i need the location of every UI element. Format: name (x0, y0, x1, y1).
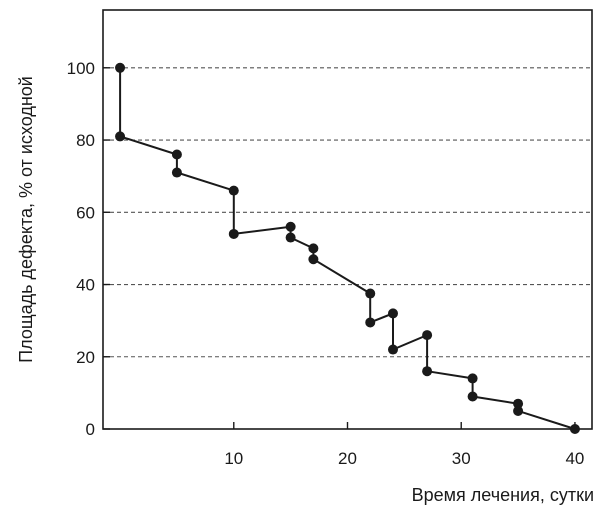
data-point (467, 373, 478, 384)
series-line (119, 67, 576, 430)
data-point (171, 149, 182, 160)
data-point (387, 344, 398, 355)
y-tick-label: 0 (86, 420, 95, 439)
data-point (115, 131, 126, 142)
data-point (387, 308, 398, 319)
data-point (365, 288, 376, 299)
data-point (285, 221, 296, 232)
y-tick-label: 60 (76, 203, 95, 222)
data-point (115, 62, 126, 73)
y-axis-title: Площадь дефекта, % от исходной (16, 76, 36, 363)
axis-ticks: 0 20 40 60 80 100 10 20 30 40 (67, 59, 585, 468)
x-tick-label: 20 (338, 449, 357, 468)
y-tick-label: 100 (67, 59, 95, 78)
data-point (467, 391, 478, 402)
x-tick-label: 30 (452, 449, 471, 468)
x-tick-label: 10 (224, 449, 243, 468)
data-point (308, 254, 319, 265)
data-point (228, 228, 239, 239)
data-point (422, 330, 433, 341)
data-point (228, 185, 239, 196)
data-point (513, 398, 524, 409)
x-tick-label: 40 (565, 449, 584, 468)
series-layer (115, 62, 580, 434)
data-point (171, 167, 182, 178)
y-tick-label: 20 (76, 348, 95, 367)
x-axis-title: Время лечения, сутки (412, 485, 594, 505)
plot-frame (102, 9, 593, 430)
data-point (422, 366, 433, 377)
y-tick-label: 80 (76, 131, 95, 150)
data-point (365, 317, 376, 328)
data-point (513, 405, 524, 416)
data-point (285, 232, 296, 243)
data-point (308, 243, 319, 254)
y-tick-label: 40 (76, 276, 95, 295)
grid-lines (103, 67, 592, 358)
